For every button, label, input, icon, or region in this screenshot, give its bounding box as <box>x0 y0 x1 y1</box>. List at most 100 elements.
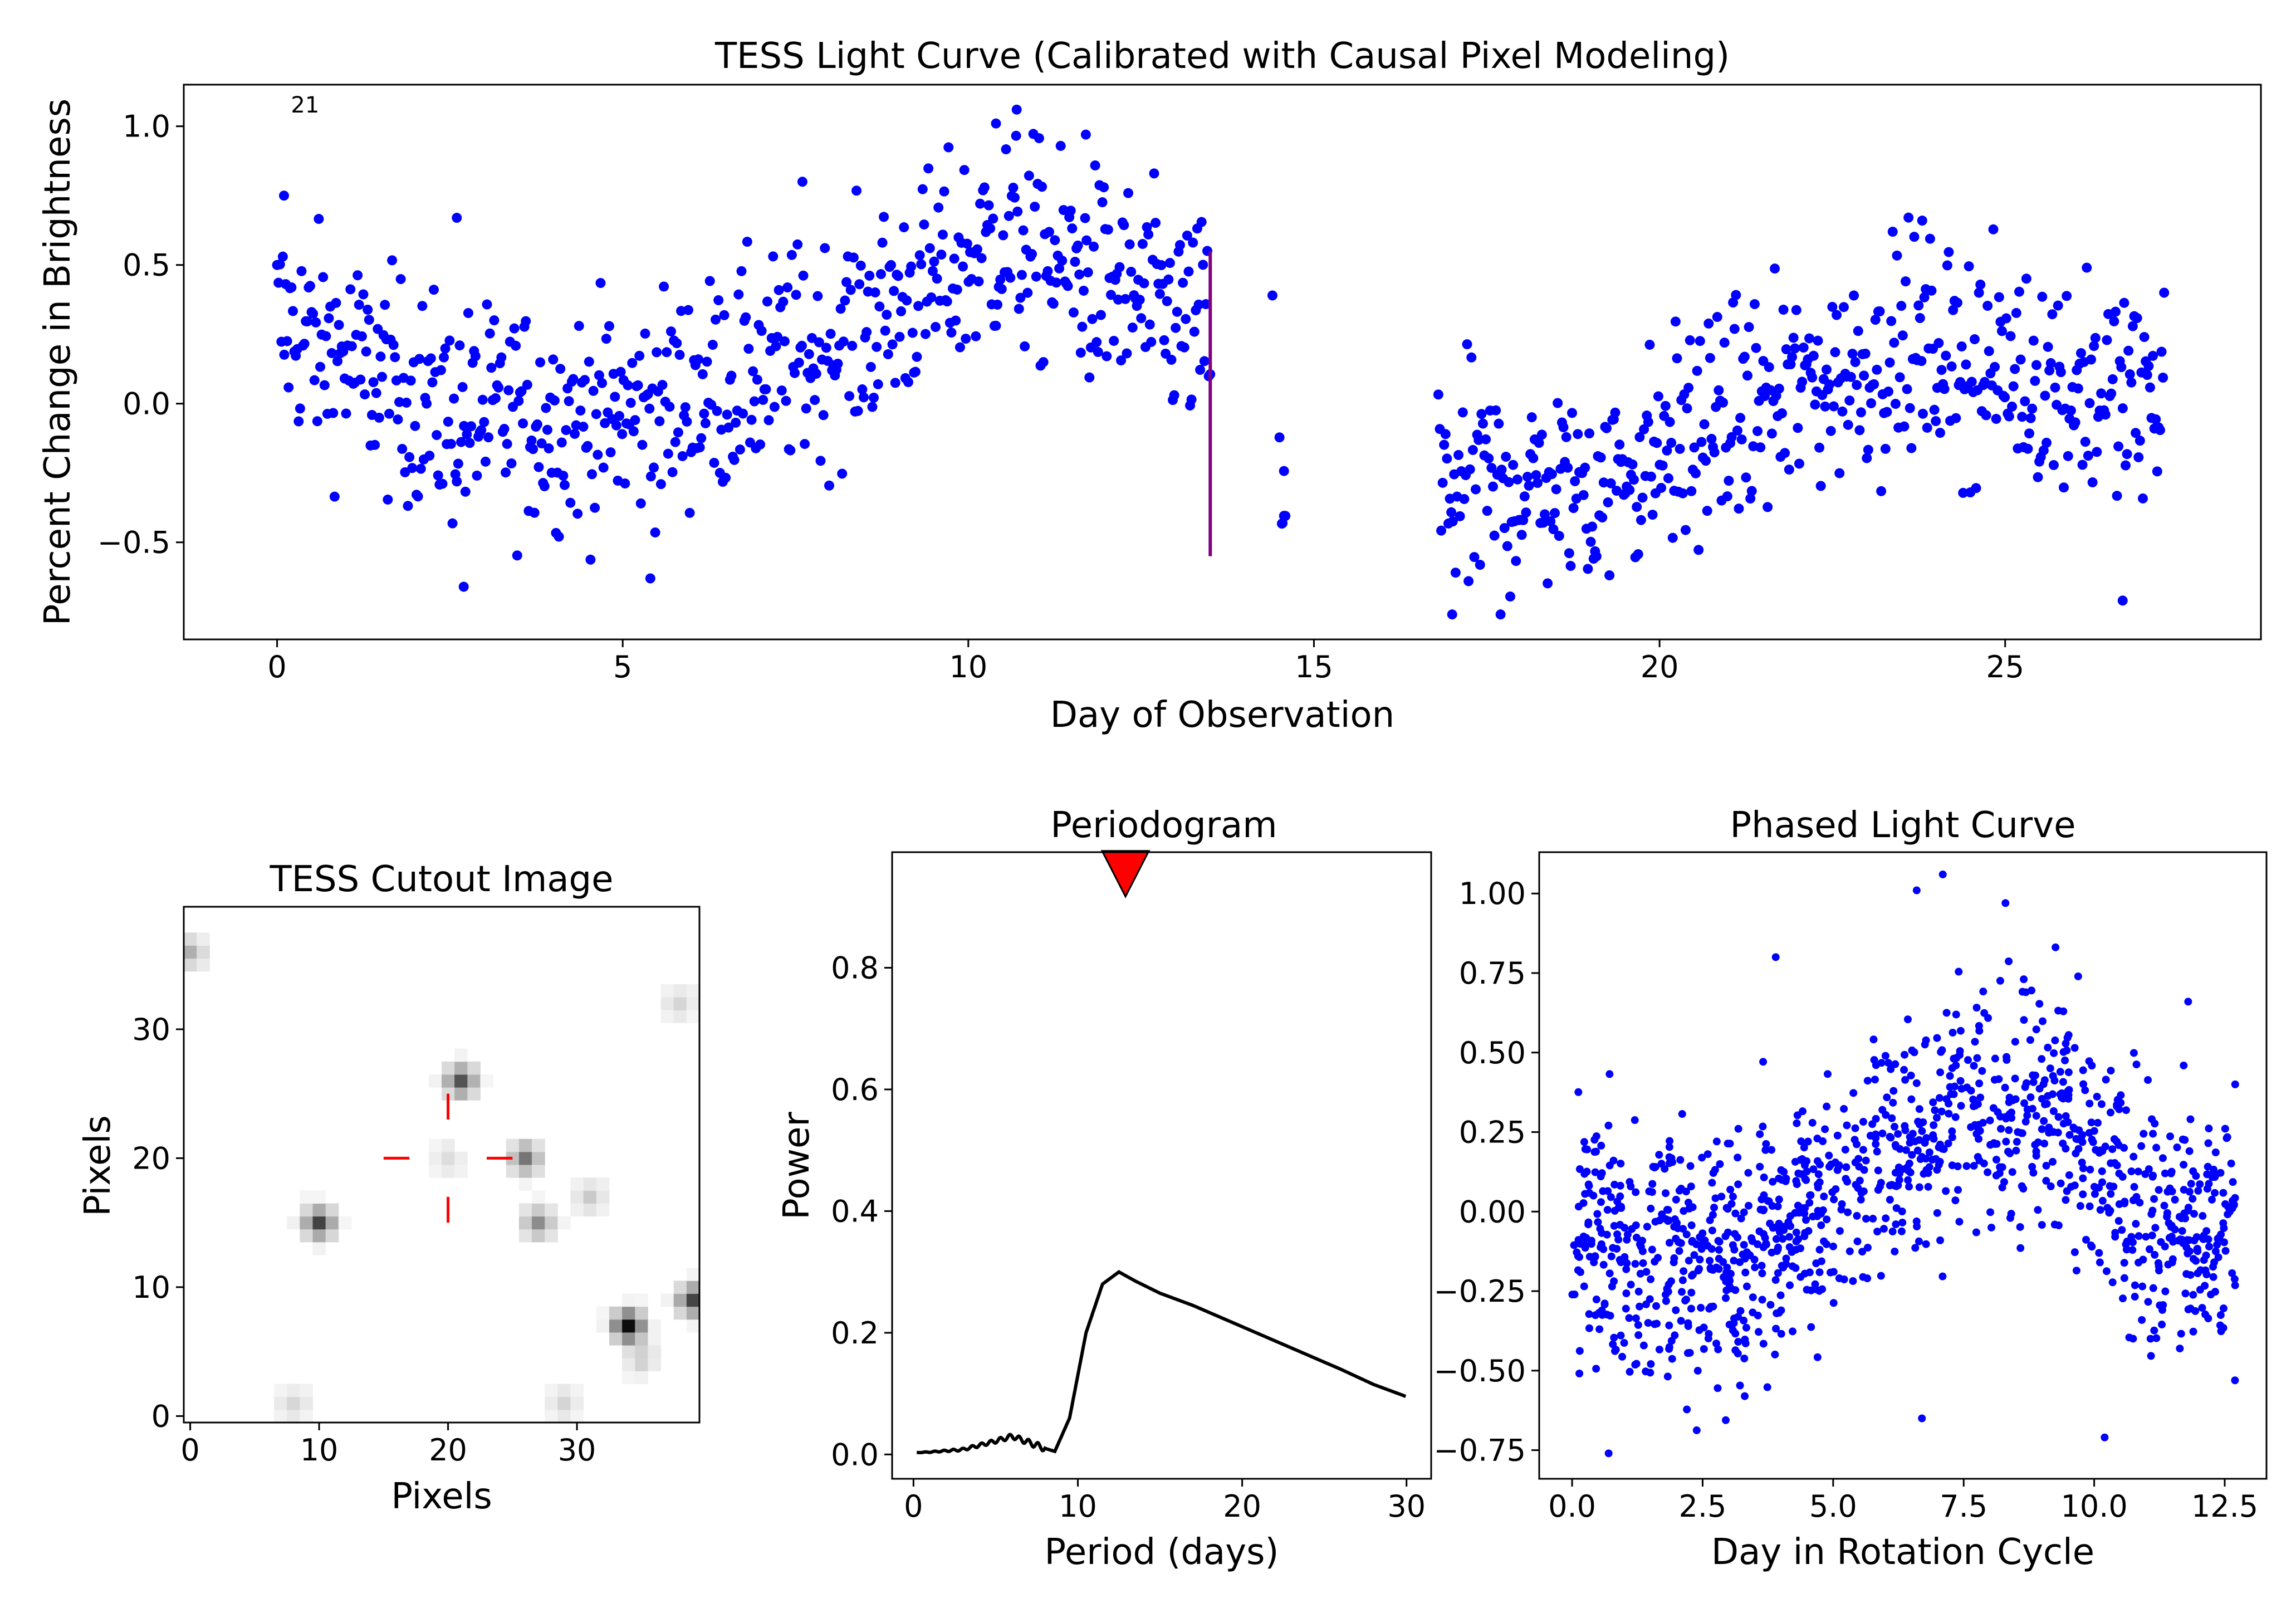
light-curve-point <box>1543 578 1553 589</box>
light-curve-point <box>2092 447 2102 457</box>
phased-point <box>1696 1255 1704 1264</box>
light-curve-point <box>395 274 406 285</box>
phased-point <box>1837 1205 1845 1214</box>
phased-point <box>1695 1265 1703 1273</box>
light-curve-point <box>2014 286 2024 297</box>
light-curve-point <box>1844 395 1855 406</box>
light-curve-point <box>2037 291 2048 302</box>
cutout-crosshair <box>383 1093 513 1223</box>
phased-point <box>2019 1185 2028 1193</box>
light-curve-point <box>413 491 423 502</box>
phased-point <box>1795 1209 1803 1217</box>
phased-point <box>2196 1180 2204 1189</box>
light-curve-point <box>1595 452 1606 463</box>
light-curve-point <box>2017 412 2028 422</box>
phased-point <box>1806 1191 1814 1200</box>
phased-point <box>2131 1281 2139 1289</box>
phased-point <box>2054 1128 2062 1137</box>
light-curve-point <box>1097 197 1108 208</box>
cutout-pixel <box>570 1203 584 1217</box>
light-curve-point <box>820 243 830 253</box>
light-curve-point <box>1531 470 1541 481</box>
phased-point <box>1912 886 1921 895</box>
phased-point <box>2097 1100 2106 1108</box>
light-curve-point <box>1554 531 1564 541</box>
phased-point <box>1817 1221 1825 1229</box>
phased-point <box>2012 1146 2020 1155</box>
light-curve-point <box>1734 504 1744 514</box>
phased-point <box>1869 1035 1878 1044</box>
phased-point <box>2209 1263 2217 1271</box>
light-curve-point <box>791 290 801 300</box>
phased-point <box>2166 1132 2175 1141</box>
phased-point <box>2129 1152 2138 1161</box>
cutout-pixel <box>622 1332 635 1346</box>
light-curve-point <box>511 340 521 351</box>
phased-point <box>1922 1134 1931 1142</box>
light-curve-point <box>722 409 732 420</box>
light-curve-point <box>555 364 566 374</box>
phased-point <box>2051 1036 2059 1044</box>
light-curve-point <box>1587 521 1598 532</box>
light-curve-point <box>847 340 858 351</box>
cutout-pixel <box>596 1190 610 1204</box>
light-curve-point <box>1163 274 1174 285</box>
light-curve-point <box>459 421 469 431</box>
phased-point <box>2078 1159 2086 1167</box>
phased-point <box>1678 1276 1687 1284</box>
light-curve-point <box>1090 160 1100 171</box>
light-curve-point <box>1804 333 1815 344</box>
phased-point <box>2048 1090 2057 1098</box>
light-curve-point <box>1179 342 1189 353</box>
phased-point <box>2029 1169 2038 1177</box>
phased-point <box>1710 1204 1719 1212</box>
light-curve-point <box>1123 188 1134 198</box>
light-curve-point <box>1722 491 1732 502</box>
phased-point <box>1584 1180 1593 1189</box>
phased-point <box>1863 1274 1872 1283</box>
phased-point <box>1917 1118 1926 1127</box>
light-curve-point <box>2020 396 2030 407</box>
phased-point <box>1907 1095 1916 1103</box>
phased-point <box>2184 998 2192 1006</box>
cutout-pixel <box>660 1010 674 1023</box>
phased-point <box>1976 1127 1984 1135</box>
light-curve-point <box>446 438 456 449</box>
light-curve-point <box>774 285 784 295</box>
phased-point <box>1817 1257 1825 1265</box>
light-curve-point <box>447 518 458 529</box>
phased-point <box>1996 1112 2004 1121</box>
phased-y-tick-label: 1.00 <box>1459 876 1526 911</box>
phased-point <box>1585 1189 1593 1197</box>
phased-point <box>1792 1245 1800 1254</box>
phased-point <box>1592 1132 1600 1140</box>
phased-point <box>1581 1145 1589 1154</box>
cutout-pixel <box>673 1306 687 1320</box>
phased-point <box>1863 1244 1872 1252</box>
light-curve-point <box>1476 409 1487 419</box>
light-curve-point <box>1666 438 1677 448</box>
light-curve-point <box>1164 258 1175 268</box>
periodogram-y-tick-label: 0.6 <box>831 1072 879 1107</box>
phased-point <box>1727 1284 1735 1293</box>
phased-point <box>2219 1189 2228 1197</box>
phased-point <box>2028 1104 2036 1113</box>
light-curve-point <box>1922 422 1932 433</box>
phased-point <box>1636 1302 1644 1311</box>
phased-point <box>1835 1274 1843 1283</box>
light-curve-point <box>1714 385 1724 395</box>
light-curve-point <box>2084 398 2095 408</box>
light-curve-point <box>1905 403 1915 413</box>
phased-point <box>2221 1125 2229 1133</box>
light-curve-point <box>620 478 630 489</box>
phased-point <box>1938 1046 1946 1054</box>
phased-point <box>2093 1092 2101 1101</box>
light-curve-point <box>1477 418 1488 429</box>
phased-point <box>1814 1170 1823 1179</box>
phased-point <box>2109 1182 2118 1191</box>
light-curve-point <box>574 321 584 331</box>
light-curve-point <box>879 212 889 222</box>
phased-point <box>1808 1118 1817 1127</box>
light-curve-point <box>971 331 981 341</box>
